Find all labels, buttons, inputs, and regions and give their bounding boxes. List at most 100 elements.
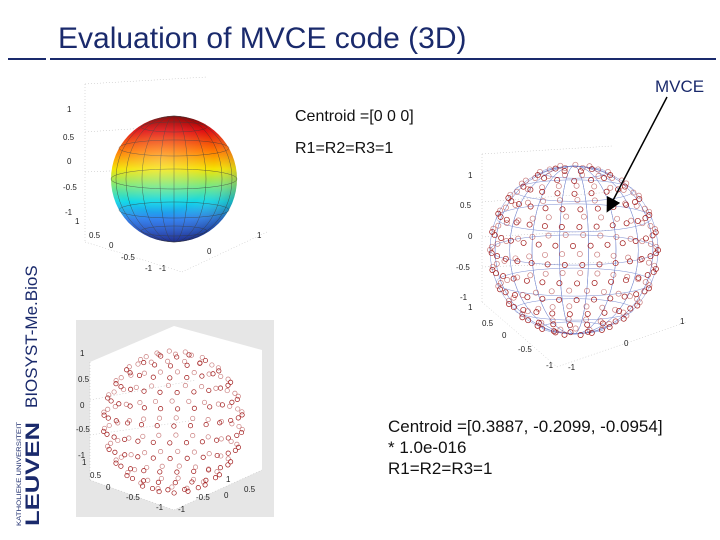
data-point	[191, 449, 197, 455]
data-point	[141, 360, 147, 366]
data-point	[228, 438, 234, 444]
data-point	[600, 288, 607, 295]
data-point	[174, 469, 180, 475]
data-point	[138, 422, 145, 428]
data-point	[125, 469, 131, 476]
data-point	[176, 463, 182, 469]
data-point	[505, 297, 512, 304]
data-point	[599, 304, 606, 311]
data-point	[534, 322, 541, 329]
data-point	[558, 224, 565, 230]
data-point	[214, 437, 220, 443]
data-point	[612, 318, 619, 325]
data-point	[522, 177, 529, 184]
cloud-x-tick: 1	[82, 458, 87, 467]
mvce-z-tick: -0.5	[456, 263, 470, 272]
data-point	[200, 454, 206, 460]
data-point	[126, 364, 132, 370]
data-point	[653, 243, 660, 250]
data-point	[124, 473, 130, 479]
data-point	[504, 277, 511, 283]
surface-x-tick: 0	[109, 241, 114, 250]
data-point	[653, 250, 660, 257]
data-point	[603, 188, 610, 195]
data-point	[497, 286, 503, 293]
data-point	[563, 213, 570, 220]
data-point	[217, 465, 223, 471]
data-point	[169, 398, 175, 404]
data-point	[138, 357, 144, 363]
data-point	[172, 480, 178, 486]
data-point	[235, 393, 241, 399]
data-point	[186, 352, 192, 358]
data-point	[199, 373, 205, 379]
data-point	[518, 180, 525, 187]
data-point	[489, 228, 496, 235]
data-point	[501, 257, 508, 264]
data-point	[145, 477, 151, 483]
data-point	[142, 450, 148, 456]
logo-subtext: KATHOLIEKE UNIVERSITEIT	[17, 422, 23, 526]
data-point	[118, 463, 124, 469]
data-point	[490, 225, 497, 232]
data-point	[113, 460, 119, 466]
data-point	[149, 383, 155, 389]
data-point	[165, 382, 171, 388]
data-point	[573, 182, 580, 189]
data-point	[559, 251, 566, 258]
data-point	[535, 305, 542, 312]
data-point	[546, 166, 553, 173]
data-point	[157, 469, 163, 475]
data-point	[137, 400, 143, 406]
data-point	[206, 451, 212, 457]
data-point	[106, 422, 112, 429]
data-point	[570, 243, 576, 249]
data-point	[190, 476, 197, 482]
data-point	[106, 446, 112, 452]
data-point	[174, 354, 180, 360]
data-point	[544, 261, 551, 268]
data-point	[192, 464, 199, 470]
data-point	[642, 235, 649, 242]
data-point	[150, 439, 156, 445]
data-point	[523, 277, 530, 284]
surface-y-tick: 0	[207, 247, 212, 256]
data-point	[542, 205, 549, 212]
data-point	[191, 389, 197, 395]
data-point	[234, 396, 240, 402]
data-point	[190, 433, 196, 439]
data-point	[571, 177, 578, 184]
data-point	[216, 472, 222, 478]
data-point	[148, 359, 154, 365]
data-point	[576, 251, 583, 257]
data-point	[165, 487, 171, 493]
data-point	[565, 316, 572, 323]
data-point	[214, 452, 220, 459]
data-point	[651, 262, 658, 269]
data-point	[225, 450, 231, 456]
cloud-z-tick: 0	[80, 401, 85, 410]
data-point	[554, 177, 561, 184]
mvce-y-tick: 0	[624, 339, 629, 348]
surface-z-tick: -1	[65, 208, 73, 217]
data-point	[175, 406, 181, 412]
data-point	[156, 489, 162, 495]
data-point	[571, 190, 578, 197]
data-point	[105, 443, 111, 449]
data-point	[101, 425, 108, 431]
data-point	[579, 164, 586, 171]
data-point	[634, 217, 641, 224]
data-point	[185, 488, 191, 494]
data-point	[567, 329, 574, 336]
data-point	[520, 183, 527, 190]
data-point	[215, 401, 221, 407]
data-point	[652, 265, 659, 272]
data-point	[638, 256, 645, 262]
data-point	[588, 177, 595, 184]
cloud-y-tick: 0.5	[244, 485, 256, 494]
data-point	[628, 217, 635, 224]
data-point	[149, 485, 156, 492]
data-point	[524, 186, 531, 193]
data-point	[635, 192, 642, 199]
data-point	[647, 240, 654, 247]
